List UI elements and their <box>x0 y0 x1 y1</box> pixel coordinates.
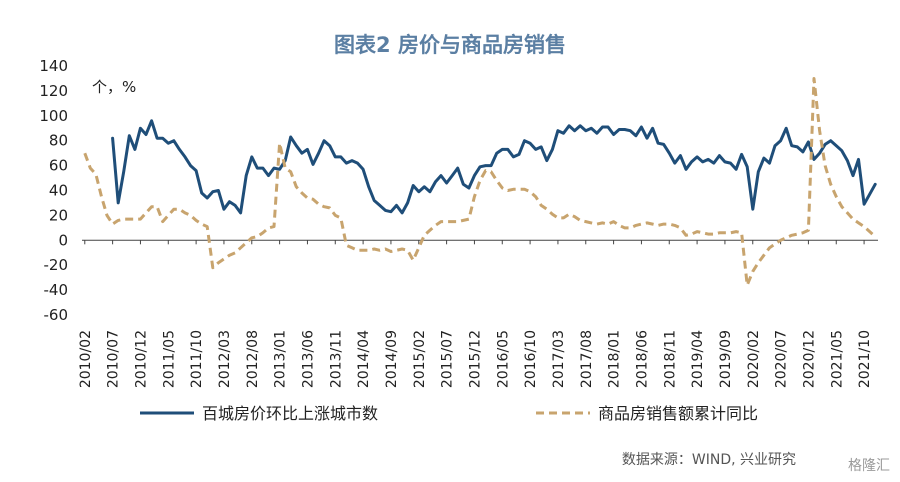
x-tick-label: 2017/03 <box>551 330 567 388</box>
y-tick-label: 140 <box>39 57 68 75</box>
x-tick-label: 2018/01 <box>607 330 623 388</box>
x-tick-label: 2015/02 <box>412 330 428 388</box>
watermark: 格隆汇 <box>848 458 890 474</box>
legend-label-series-1: 百城房价环比上涨城市数 <box>202 404 378 423</box>
x-tick-label: 2018/06 <box>634 330 650 388</box>
x-axis: 2010/02 2010/07 2010/12 2011/05 2011/10 2012/… <box>78 239 878 388</box>
x-tick-label: 2010/02 <box>78 330 94 388</box>
x-tick-label: 2020/02 <box>746 330 762 388</box>
x-tick-label: 2013/01 <box>273 330 289 388</box>
y-tick-label: 20 <box>49 206 68 224</box>
x-tick-label: 2010/12 <box>133 330 149 388</box>
y-tick-label: 0 <box>58 231 68 249</box>
y-tick-label: -60 <box>44 306 69 324</box>
series-line-2 <box>83 77 877 287</box>
series-line-1 <box>111 119 877 215</box>
x-tick-label: 2020/12 <box>801 330 817 388</box>
x-tick-label: 2010/07 <box>106 330 122 388</box>
x-tick-label: 2015/12 <box>467 330 483 388</box>
x-tick-label: 2014/09 <box>384 330 400 388</box>
y-tick-label: -20 <box>44 256 69 274</box>
chart-title: 图表2 房价与商品房销售 <box>334 33 566 57</box>
series-layer <box>83 77 877 287</box>
y-tick-label: 120 <box>39 82 68 100</box>
x-tick-label: 2017/08 <box>579 330 595 388</box>
x-tick-label: 2012/03 <box>217 330 233 388</box>
x-tick-label: 2016/10 <box>523 330 539 388</box>
x-tick-label: 2019/09 <box>718 330 734 388</box>
x-tick-label: 2011/05 <box>161 330 177 388</box>
x-tick-label: 2018/11 <box>662 330 678 388</box>
x-tick-label: 2012/08 <box>245 330 261 388</box>
y-tick-label: 60 <box>49 157 68 175</box>
x-tick-label: 2021/10 <box>857 330 873 388</box>
x-tick-label: 2020/07 <box>774 330 790 388</box>
x-tick-label: 2019/04 <box>690 330 706 388</box>
x-tick-label: 2013/06 <box>300 330 316 388</box>
x-tick-label: 2014/04 <box>356 330 372 388</box>
y-axis-ticks: -60 -40 -20 0 20 40 60 80 100 120 140 <box>39 57 68 324</box>
legend: 百城房价环比上涨城市数 商品房销售额累计同比 <box>140 404 758 423</box>
y-tick-label: 40 <box>49 182 68 200</box>
y-tick-label: 100 <box>39 107 68 125</box>
y-tick-label: -40 <box>44 281 69 299</box>
y-tick-label: 80 <box>49 132 68 150</box>
legend-label-series-2: 商品房销售额累计同比 <box>598 404 758 423</box>
x-tick-label: 2013/11 <box>328 330 344 388</box>
source-note: 数据来源：WIND, 兴业研究 <box>622 452 796 468</box>
x-tick-label: 2016/05 <box>495 330 511 388</box>
x-tick-label: 2021/05 <box>829 330 845 388</box>
unit-label: 个，% <box>92 78 136 96</box>
x-tick-label: 2015/07 <box>440 330 456 388</box>
x-tick-label: 2011/10 <box>189 330 205 388</box>
